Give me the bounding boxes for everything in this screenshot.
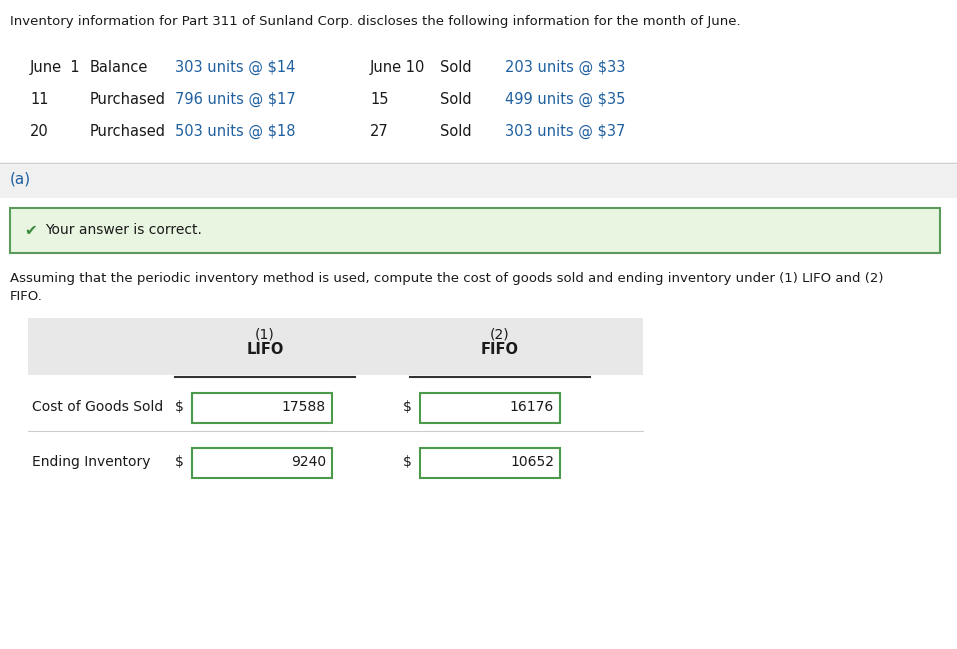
Text: 503 units @ $18: 503 units @ $18 — [175, 124, 296, 139]
Text: June 10: June 10 — [370, 60, 425, 75]
Text: Sold: Sold — [440, 124, 472, 139]
Text: 303 units @ $14: 303 units @ $14 — [175, 60, 296, 75]
Text: FIFO.: FIFO. — [10, 290, 43, 303]
Text: Cost of Goods Sold: Cost of Goods Sold — [32, 400, 164, 414]
Text: Assuming that the periodic inventory method is used, compute the cost of goods s: Assuming that the periodic inventory met… — [10, 272, 883, 285]
Text: $: $ — [403, 400, 412, 414]
Text: (2): (2) — [490, 327, 510, 341]
Text: Your answer is correct.: Your answer is correct. — [45, 223, 202, 237]
Text: 16176: 16176 — [510, 400, 554, 414]
Text: 303 units @ $37: 303 units @ $37 — [505, 124, 625, 139]
Text: Ending Inventory: Ending Inventory — [32, 455, 150, 469]
Text: FIFO: FIFO — [481, 342, 519, 357]
Text: ✔: ✔ — [24, 223, 36, 238]
Text: 11: 11 — [30, 92, 49, 107]
Text: June  1: June 1 — [30, 60, 80, 75]
Text: 203 units @ $33: 203 units @ $33 — [505, 60, 625, 75]
Text: 10652: 10652 — [510, 455, 554, 469]
Text: Purchased: Purchased — [90, 92, 166, 107]
Text: (a): (a) — [10, 172, 32, 187]
Text: 17588: 17588 — [282, 400, 326, 414]
Text: Inventory information for Part 311 of Sunland Corp. discloses the following info: Inventory information for Part 311 of Su… — [10, 15, 741, 28]
Text: 15: 15 — [370, 92, 389, 107]
Text: Purchased: Purchased — [90, 124, 166, 139]
Text: $: $ — [175, 455, 184, 469]
Text: 9240: 9240 — [291, 455, 326, 469]
Text: 796 units @ $17: 796 units @ $17 — [175, 92, 296, 107]
Text: Sold: Sold — [440, 92, 472, 107]
Text: Balance: Balance — [90, 60, 148, 75]
Text: 20: 20 — [30, 124, 49, 139]
Text: (1): (1) — [256, 327, 275, 341]
Text: $: $ — [403, 455, 412, 469]
Text: 27: 27 — [370, 124, 389, 139]
Text: Sold: Sold — [440, 60, 472, 75]
Text: $: $ — [175, 400, 184, 414]
Text: LIFO: LIFO — [246, 342, 283, 357]
Text: 499 units @ $35: 499 units @ $35 — [505, 92, 625, 107]
